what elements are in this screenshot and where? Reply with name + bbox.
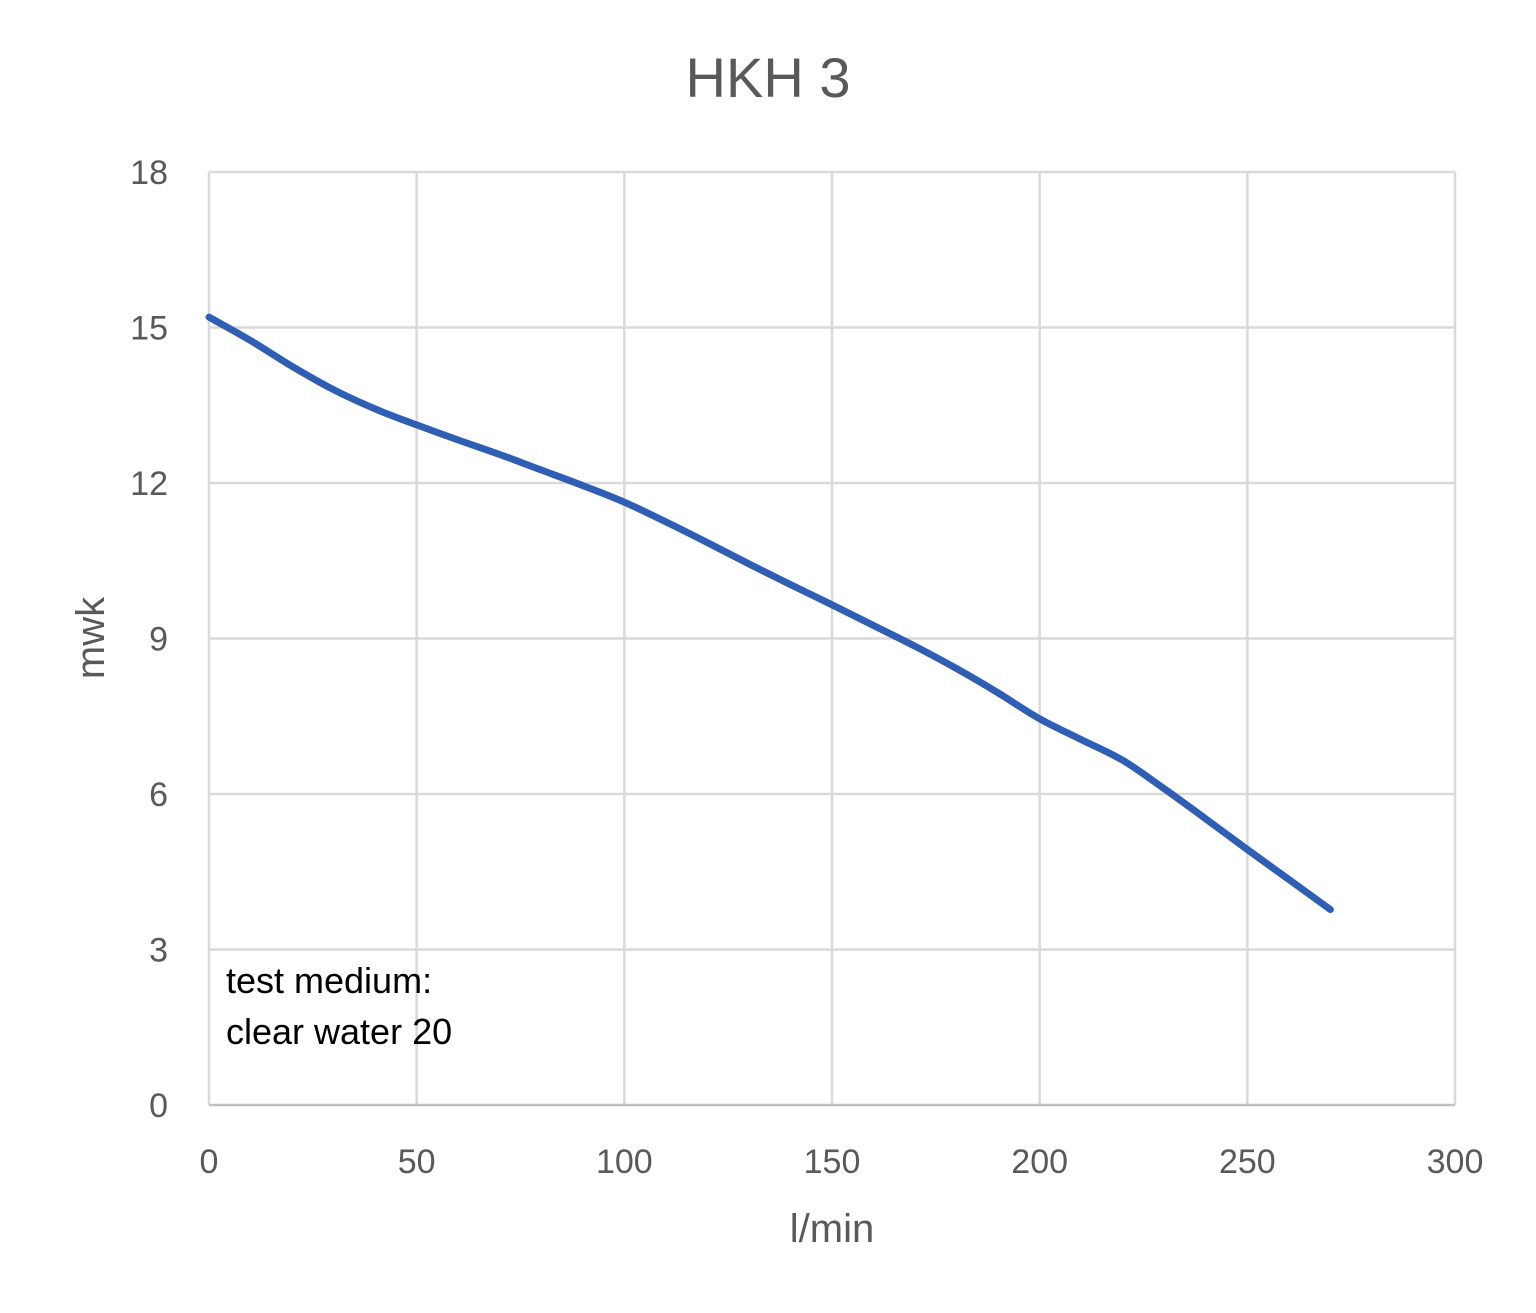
annotation-line-1: test medium:	[226, 960, 432, 1001]
y-axis-title: mwk	[69, 596, 113, 679]
gridlines	[209, 170, 1457, 1105]
annotation-line-2: clear water 20	[226, 1011, 452, 1052]
x-axis-title: l/min	[790, 1207, 874, 1251]
x-tick-labels: 0 50 100 150 200 250 300	[200, 1143, 1484, 1181]
y-tick-label: 12	[130, 465, 168, 503]
series	[205, 313, 1334, 914]
y-tick-label: 6	[149, 776, 168, 814]
x-tick-label: 200	[1011, 1143, 1068, 1181]
x-tick-label: 100	[596, 1143, 653, 1181]
annotation-text: test medium: clear water 20	[226, 960, 452, 1052]
x-tick-label: 300	[1427, 1143, 1484, 1181]
chart-title: HKH 3	[686, 46, 851, 109]
x-tick-label: 150	[804, 1143, 861, 1181]
x-tick-label: 0	[200, 1143, 219, 1181]
y-tick-label: 9	[149, 621, 168, 659]
y-tick-labels: 0 3 6 9 12 15 18	[130, 154, 168, 1125]
x-tick-label: 250	[1219, 1143, 1276, 1181]
y-tick-label: 15	[130, 310, 168, 348]
axes	[207, 172, 1455, 1107]
x-tick-label: 50	[398, 1143, 436, 1181]
y-tick-label: 0	[149, 1087, 168, 1125]
series-line	[205, 313, 1334, 914]
y-tick-label: 18	[130, 154, 168, 192]
y-tick-label: 3	[149, 932, 168, 970]
